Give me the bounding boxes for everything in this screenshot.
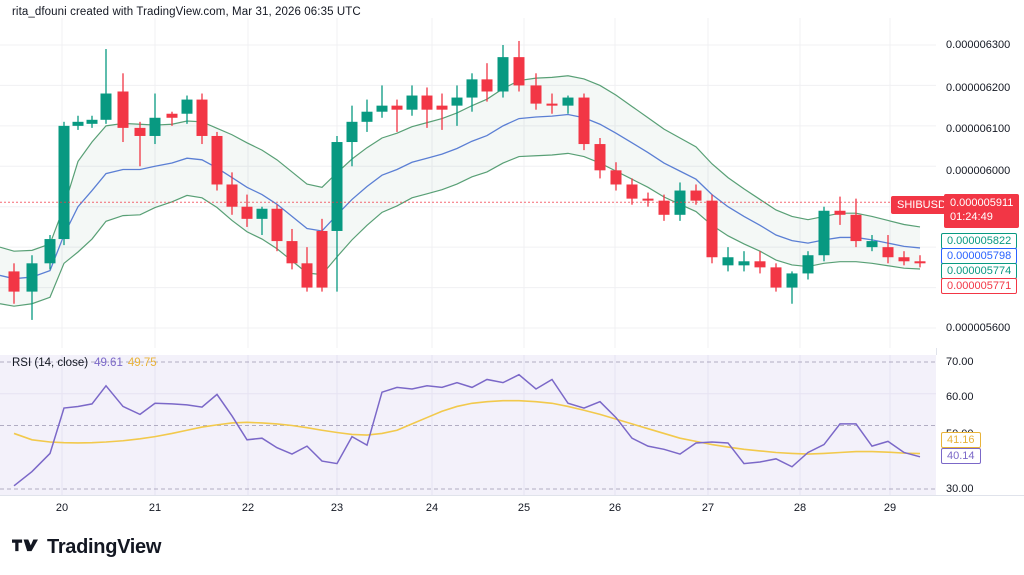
- time-axis-tick: 24: [425, 502, 439, 514]
- time-axis-tick: 22: [241, 502, 255, 514]
- time-axis-tick: 26: [608, 502, 622, 514]
- indicator-value-badge: 0.000005822: [941, 233, 1018, 249]
- price-axis-tick: 0.000005600: [946, 322, 1011, 334]
- time-axis-top-border: [0, 495, 1024, 496]
- time-axis-tick: 27: [701, 502, 715, 514]
- time-axis-tick: 20: [55, 502, 69, 514]
- time-scale-axis[interactable]: 20 21 22 23 24 25 26 27 28 29: [0, 495, 1024, 527]
- rsi-axis-tick: 30.00: [946, 483, 974, 495]
- rsi-axis-tick: 60.00: [946, 391, 974, 403]
- tradingview-logo-icon: [12, 539, 38, 552]
- time-axis-tick: 28: [793, 502, 807, 514]
- rsi-legend: RSI (14, close) 49.61 49.75: [12, 357, 157, 369]
- current-price-badge[interactable]: 0.000005911 01:24:49: [944, 194, 1020, 228]
- price-axis-tick: 0.000006300: [946, 39, 1011, 51]
- price-chart-canvas: [0, 18, 936, 348]
- tradingview-wordmark: TradingView: [47, 536, 162, 558]
- attribution-text: rita_dfouni created with TradingView.com…: [12, 6, 361, 18]
- rsi-value-purple: 49.61: [94, 357, 123, 369]
- price-axis-tick: 0.000006100: [946, 123, 1011, 135]
- price-axis-tick: 0.000006000: [946, 165, 1011, 177]
- rsi-value-yellow: 49.75: [127, 357, 157, 369]
- time-axis-tick: 23: [330, 502, 344, 514]
- rsi-indicator-label[interactable]: RSI (14, close): [12, 357, 89, 369]
- time-axis-tick: 29: [883, 502, 897, 514]
- rsi-value-badge: 40.14: [941, 448, 981, 464]
- indicator-value-badge: 0.000005774: [941, 263, 1018, 279]
- candle-countdown: 01:24:49: [950, 210, 993, 223]
- rsi-value-badge: 41.16: [941, 432, 981, 448]
- rsi-chart-canvas: [0, 355, 936, 495]
- rsi-axis-tick: 70.00: [946, 356, 974, 368]
- rsi-indicator-pane[interactable]: [0, 355, 936, 495]
- current-price-value: 0.000005911: [950, 197, 1014, 209]
- indicator-value-badge: 0.000005771: [941, 278, 1018, 294]
- symbol-price-tag: SHIBUSDT: [891, 196, 959, 214]
- price-chart-pane[interactable]: [0, 18, 936, 348]
- tradingview-footer: TradingView: [12, 536, 161, 559]
- price-axis-tick: 0.000006200: [946, 82, 1011, 94]
- price-scale-axis[interactable]: 0.000006300 0.000006200 0.000006100 0.00000…: [936, 18, 1024, 348]
- time-axis-tick: 21: [148, 502, 162, 514]
- time-axis-tick: 25: [517, 502, 531, 514]
- indicator-value-badge: 0.000005798: [941, 248, 1018, 264]
